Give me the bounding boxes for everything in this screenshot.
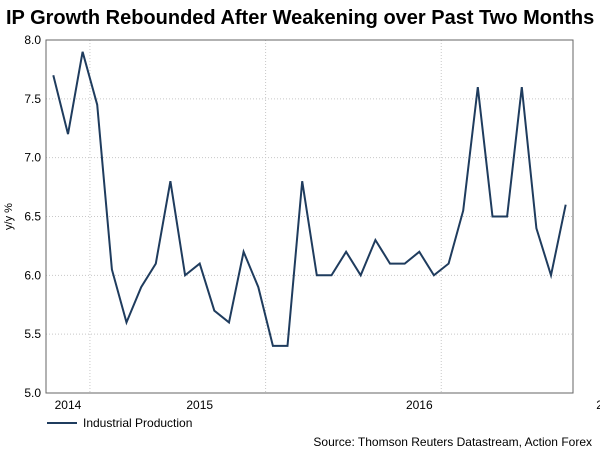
- x-tick-label: 2014: [55, 398, 82, 412]
- legend-label-industrial-production: Industrial Production: [83, 416, 192, 430]
- x-tick-label: 2016: [406, 398, 433, 412]
- x-tick-label: 2015: [186, 398, 213, 412]
- y-tick-label: 6.0: [24, 268, 41, 282]
- grid-lines: [46, 39, 573, 394]
- y-tick-label: 8.0: [24, 33, 41, 47]
- y-tick-label: 7.5: [24, 92, 41, 106]
- plot-area: [45, 39, 574, 394]
- y-tick-label: 5.0: [24, 386, 41, 400]
- y-tick-label: 5.5: [24, 327, 41, 341]
- x-tick-label: 2017: [596, 398, 600, 412]
- legend: Industrial Production: [47, 416, 192, 430]
- chart-title: IP Growth Rebounded After Weakening over…: [6, 7, 594, 29]
- y-tick-label: 7.0: [24, 151, 41, 165]
- series-line-industrial-production: [52, 51, 567, 347]
- x-axis-ticks: 2014 2015 2016 2017: [55, 398, 600, 412]
- y-axis-label: y/y %: [3, 203, 15, 230]
- source-note: Source: Thomson Reuters Datastream, Acti…: [313, 435, 592, 449]
- y-tick-label: 6.5: [24, 210, 41, 224]
- y-axis-ticks: 8.0 7.5 7.0 6.5 6.0 5.5 5.0: [24, 33, 41, 400]
